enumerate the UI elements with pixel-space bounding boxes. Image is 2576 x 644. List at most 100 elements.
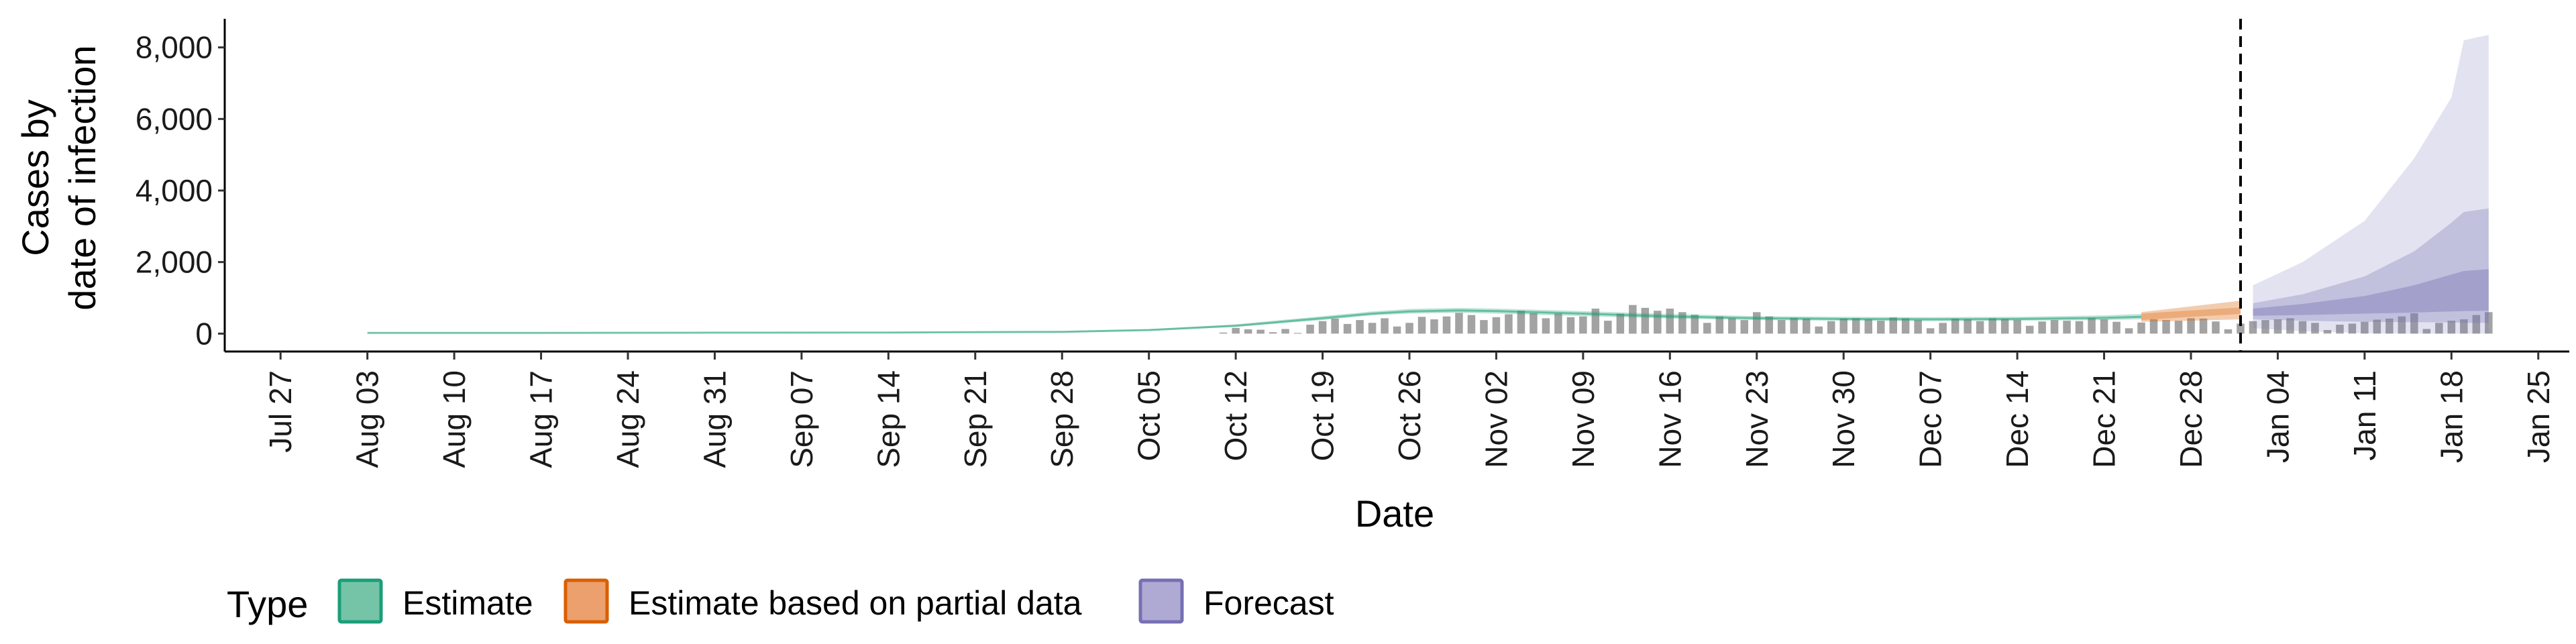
reported-case-bar xyxy=(1442,316,1451,334)
reported-case-bar xyxy=(1566,317,1575,334)
reported-case-bar xyxy=(2038,321,2046,334)
reported-case-bar xyxy=(1616,313,1625,334)
reported-case-bar xyxy=(1778,320,1786,334)
x-tick-label: Dec 14 xyxy=(2000,370,2035,468)
reported-case-bar xyxy=(2137,322,2145,334)
reported-case-bar xyxy=(1579,316,1587,334)
reported-case-bar xyxy=(1827,321,1835,334)
reported-case-bar xyxy=(1666,309,1674,334)
reported-case-bar xyxy=(1740,320,1748,334)
x-tick-label: Oct 05 xyxy=(1132,370,1167,462)
reported-case-bar xyxy=(1517,311,1525,334)
reported-case-bar xyxy=(1901,318,1910,334)
reported-case-bar xyxy=(2398,316,2406,334)
y-tick-label: 8,000 xyxy=(136,30,213,65)
legend-label-forecast: Forecast xyxy=(1203,584,1334,622)
x-tick-label: Sep 14 xyxy=(871,370,906,468)
reported-case-bar xyxy=(1219,332,1228,334)
reported-case-bar xyxy=(1405,323,1413,334)
reported-case-bar xyxy=(1877,321,1885,334)
reported-case-bar xyxy=(1864,319,1872,334)
reported-case-bar xyxy=(2187,318,2195,334)
reported-case-bar xyxy=(1951,318,1960,334)
reported-case-bar xyxy=(1964,319,1972,334)
reported-case-bar xyxy=(1790,317,1798,334)
x-tick-label: Nov 16 xyxy=(1652,370,1687,468)
reported-case-bar xyxy=(2224,329,2233,334)
reported-case-bar xyxy=(1368,323,1377,334)
reported-case-bar xyxy=(2336,325,2344,334)
estimate-median-line xyxy=(367,309,2142,334)
reported-case-bar xyxy=(2298,321,2307,334)
y-tick-label: 6,000 xyxy=(136,101,213,136)
y-axis-title-line-2: date of infection xyxy=(61,45,103,310)
x-tick-label: Nov 30 xyxy=(1826,370,1861,468)
reported-case-bar xyxy=(2311,323,2319,334)
y-axis: 0 2,000 4,000 6,000 8,000 xyxy=(136,19,226,352)
x-axis-title: Date xyxy=(1355,492,1434,535)
reported-case-bar xyxy=(1343,323,1352,334)
reported-case-bar xyxy=(2162,320,2170,334)
reported-case-bar xyxy=(2088,317,2096,334)
reported-case-bar xyxy=(2361,321,2369,334)
reported-case-bar xyxy=(1753,312,1761,334)
reported-case-bar xyxy=(1281,329,1289,334)
x-tick-label: Aug 31 xyxy=(697,370,732,468)
x-tick-label: Aug 10 xyxy=(437,370,472,468)
reported-case-bar xyxy=(1926,328,1935,334)
reported-case-bar xyxy=(2472,315,2481,334)
x-tick-label: Jan 11 xyxy=(2347,370,2382,461)
reported-case-bar xyxy=(1232,327,1240,334)
reported-case-bar xyxy=(1244,329,1252,334)
y-tick-label: 4,000 xyxy=(136,173,213,208)
reported-case-bar xyxy=(1256,329,1265,334)
reported-case-bar xyxy=(2000,319,2009,334)
reported-case-bar xyxy=(1604,321,1612,334)
x-tick-label: Dec 28 xyxy=(2174,370,2208,468)
reported-case-bar xyxy=(1690,315,1699,334)
reported-case-bar xyxy=(1393,326,1401,334)
x-tick-label: Jan 18 xyxy=(2434,370,2469,463)
x-tick-label: Aug 17 xyxy=(524,370,559,468)
reported-case-bar xyxy=(2025,325,2034,334)
partial-estimate-inner-band xyxy=(2141,307,2241,321)
legend-label-partial: Estimate based on partial data xyxy=(629,584,1082,622)
reported-case-bar xyxy=(2286,318,2294,334)
x-tick-label: Aug 03 xyxy=(350,370,385,468)
reported-case-bar xyxy=(1591,309,1600,334)
x-tick-label: Oct 19 xyxy=(1305,370,1340,462)
forecast-band-20 xyxy=(2253,269,2489,316)
reported-case-bar xyxy=(2050,320,2059,334)
reported-case-bar xyxy=(1654,311,1662,334)
reported-case-bar xyxy=(2410,313,2418,334)
legend: Type Estimate Estimate based on partial … xyxy=(227,578,1334,625)
reported-case-bar xyxy=(2063,321,2071,334)
reported-case-bar xyxy=(1269,332,1277,334)
reported-case-bar xyxy=(1715,316,1724,334)
x-tick-label: Nov 09 xyxy=(1566,370,1601,468)
x-tick-label: Dec 07 xyxy=(1913,370,1948,468)
reported-case-bar xyxy=(2237,323,2245,334)
legend-swatch-forecast xyxy=(1138,578,1184,624)
reported-case-bar xyxy=(2174,321,2183,334)
reported-case-bar xyxy=(2100,319,2108,334)
reported-case-bar xyxy=(1381,318,1389,334)
forecast-band-90 xyxy=(2253,35,2489,334)
reported-case-bar xyxy=(1815,326,1823,334)
reported-case-bar xyxy=(1492,317,1501,334)
x-tick-label: Dec 21 xyxy=(2087,370,2122,468)
reported-case-bar xyxy=(1455,313,1463,334)
reported-case-bar xyxy=(2485,312,2493,334)
reported-case-bar xyxy=(1467,315,1476,334)
y-tick-label: 2,000 xyxy=(136,245,213,280)
reported-case-bar xyxy=(2323,330,2332,334)
reported-case-bar xyxy=(1331,318,1339,334)
reported-case-bar xyxy=(1356,320,1364,334)
reported-case-bar xyxy=(1703,323,1711,334)
reported-case-bar xyxy=(1430,319,1438,334)
forecast-band-50 xyxy=(2253,208,2489,323)
x-tick-label: Nov 02 xyxy=(1479,370,1513,468)
partial-estimate-band xyxy=(2141,301,2241,322)
x-tick-label: Nov 23 xyxy=(1739,370,1774,468)
